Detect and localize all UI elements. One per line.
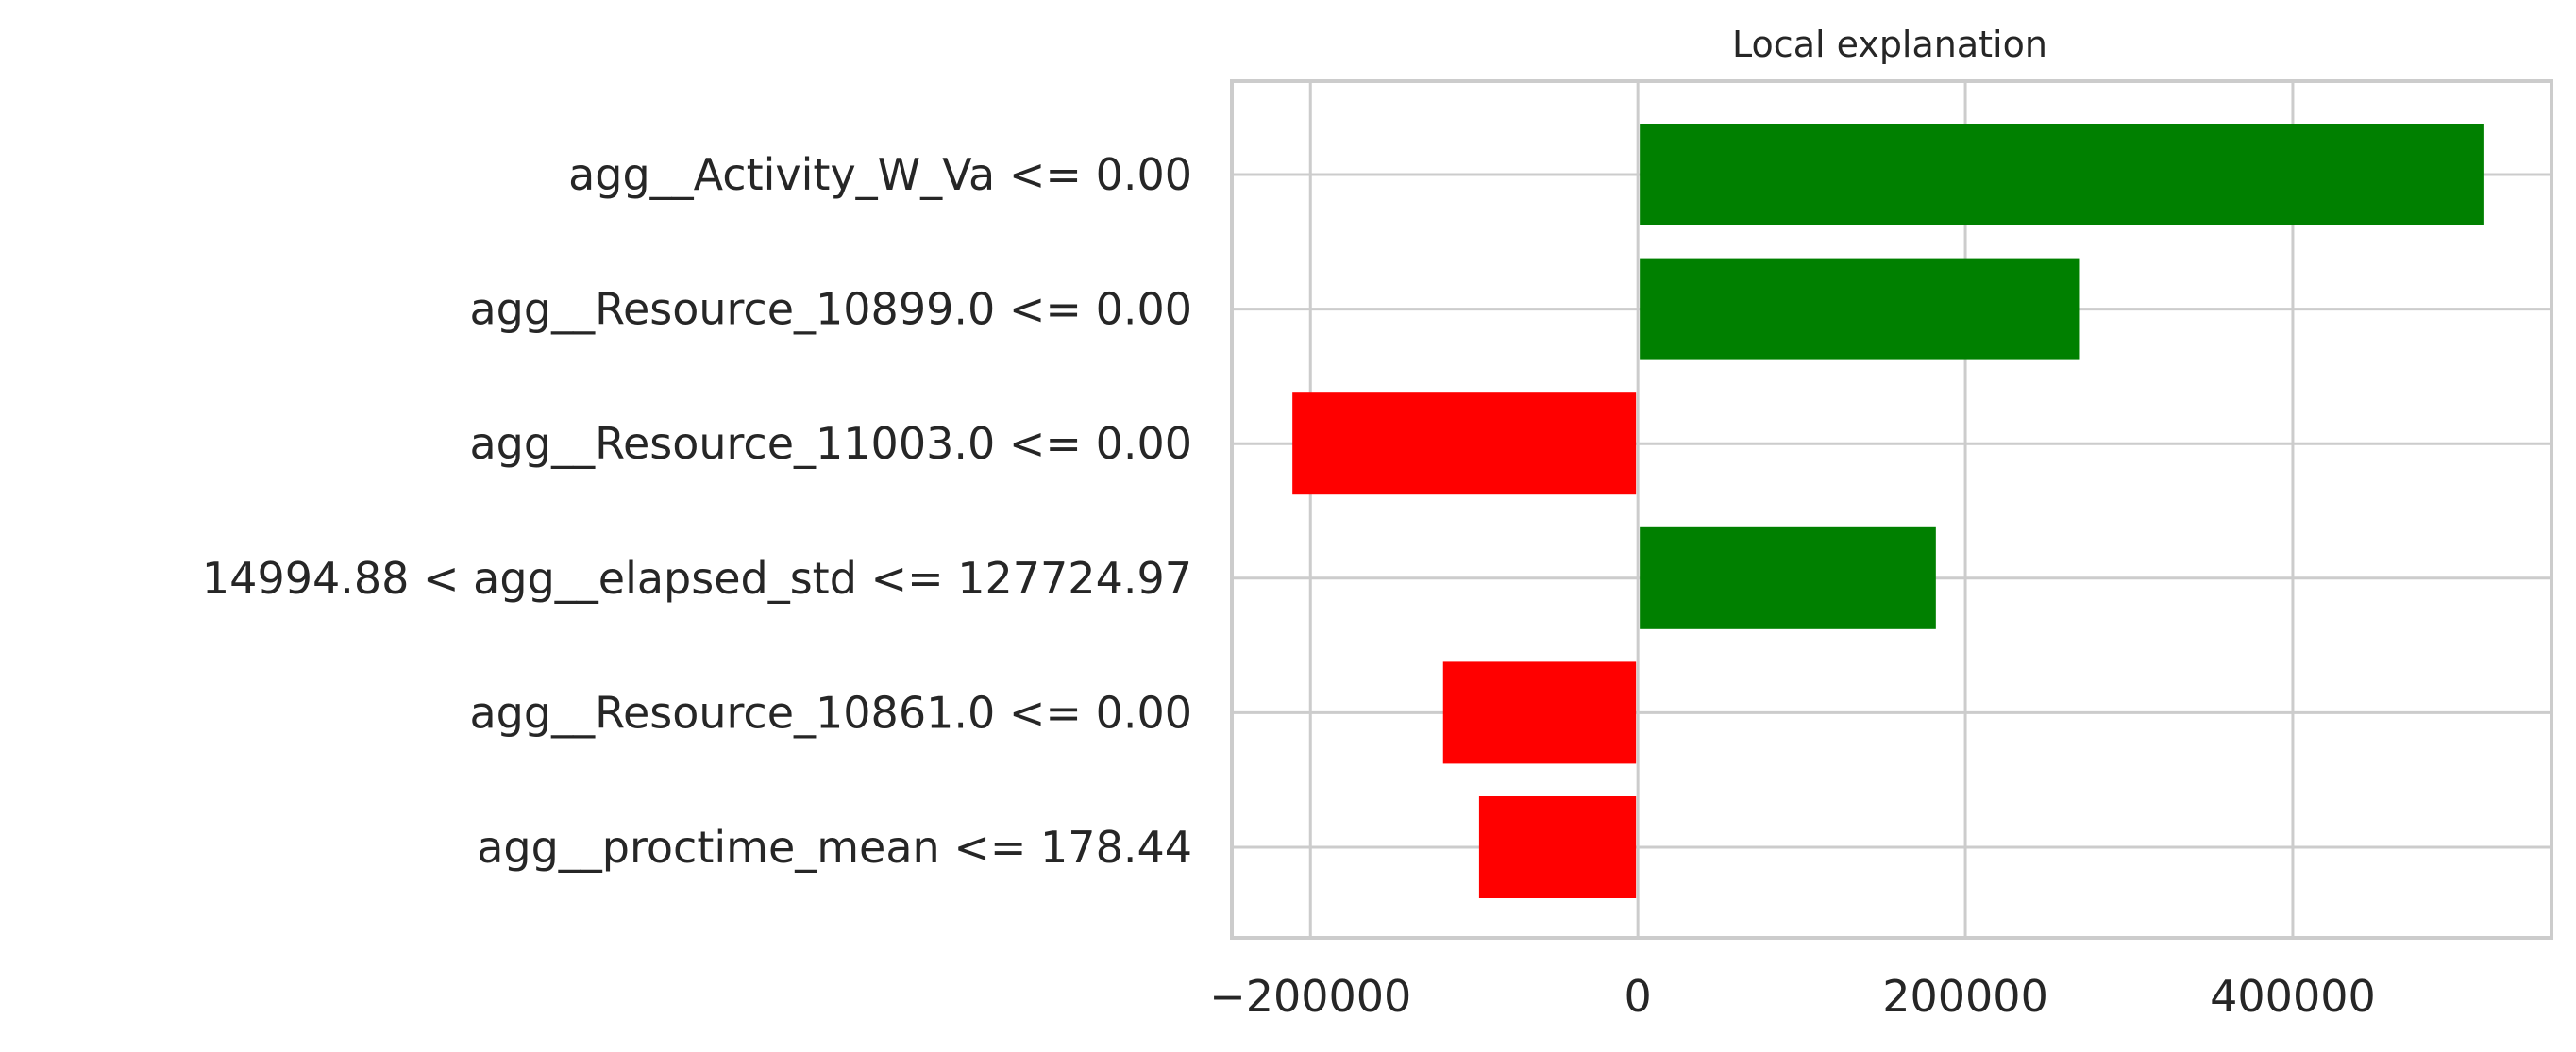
x-axis-tick-labels: −200000 0 200000 400000 <box>1209 971 2376 1022</box>
category-label: agg__Resource_11003.0 <= 0.00 <box>469 418 1192 469</box>
x-tick-label: −200000 <box>1209 971 1411 1022</box>
bar <box>1442 661 1637 764</box>
category-label: agg__Resource_10861.0 <= 0.00 <box>469 687 1192 738</box>
x-tick-label: 0 <box>1625 971 1652 1022</box>
bar <box>1640 258 2080 360</box>
bar <box>1640 526 1936 629</box>
category-label: agg__Resource_10899.0 <= 0.00 <box>469 284 1192 335</box>
bar <box>1640 124 2484 225</box>
category-label: agg__Activity_W_Va <= 0.00 <box>568 149 1192 200</box>
category-label: agg__proctime_mean <= 178.44 <box>477 822 1192 873</box>
bars <box>1292 124 2484 898</box>
category-label: 14994.88 < agg__elapsed_std <= 127724.97 <box>202 553 1192 604</box>
bar <box>1292 392 1637 495</box>
x-tick-label: 400000 <box>2210 971 2376 1022</box>
category-labels: agg__Activity_W_Va <= 0.00 agg__Resource_… <box>202 149 1192 873</box>
x-tick-label: 200000 <box>1882 971 2048 1022</box>
bar <box>1478 796 1637 898</box>
chart-title: Local explanation <box>1732 24 2047 65</box>
plot-frame <box>1230 79 2553 940</box>
